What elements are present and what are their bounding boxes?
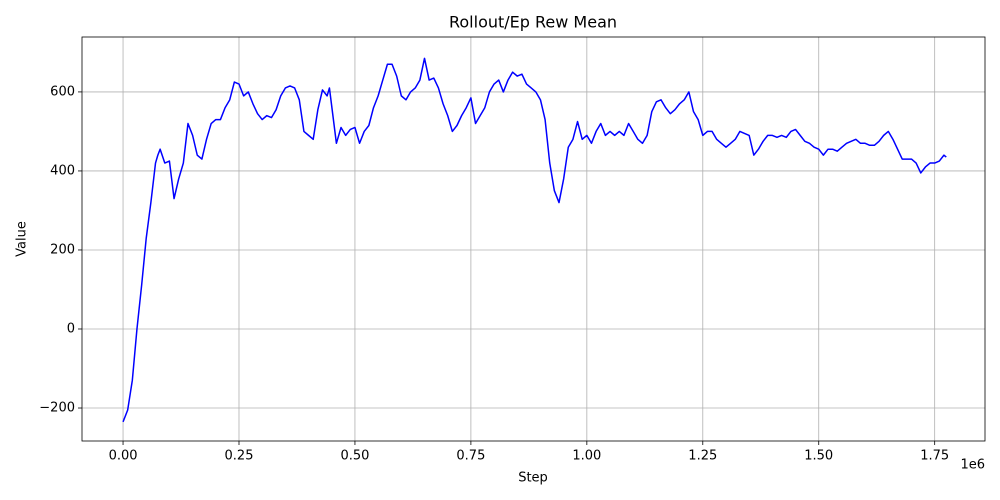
data-line [122,57,947,423]
x-tick-label: 0.50 [340,449,369,464]
x-axis-label: Step [518,471,548,486]
y-tick-label: −200 [39,401,75,416]
axes-frame [81,36,986,442]
y-tick-label: 200 [50,242,75,257]
x-tick-label: 1.25 [688,449,717,464]
y-tick-label: 0 [67,321,75,336]
x-tick-label: 0.25 [225,449,254,464]
chart-title: Rollout/Ep Rew Mean [449,13,617,32]
y-tick-label: 600 [50,84,75,99]
y-tick-label: 400 [50,163,75,178]
x-tick-label: 1.50 [804,449,833,464]
x-offset-text: 1e6 [960,458,985,473]
x-tick-label: 1.00 [572,449,601,464]
x-tick-label: 0.00 [109,449,138,464]
y-axis-label: Value [15,221,30,257]
x-tick-label: 0.75 [456,449,485,464]
x-tick-label: 1.75 [920,449,949,464]
